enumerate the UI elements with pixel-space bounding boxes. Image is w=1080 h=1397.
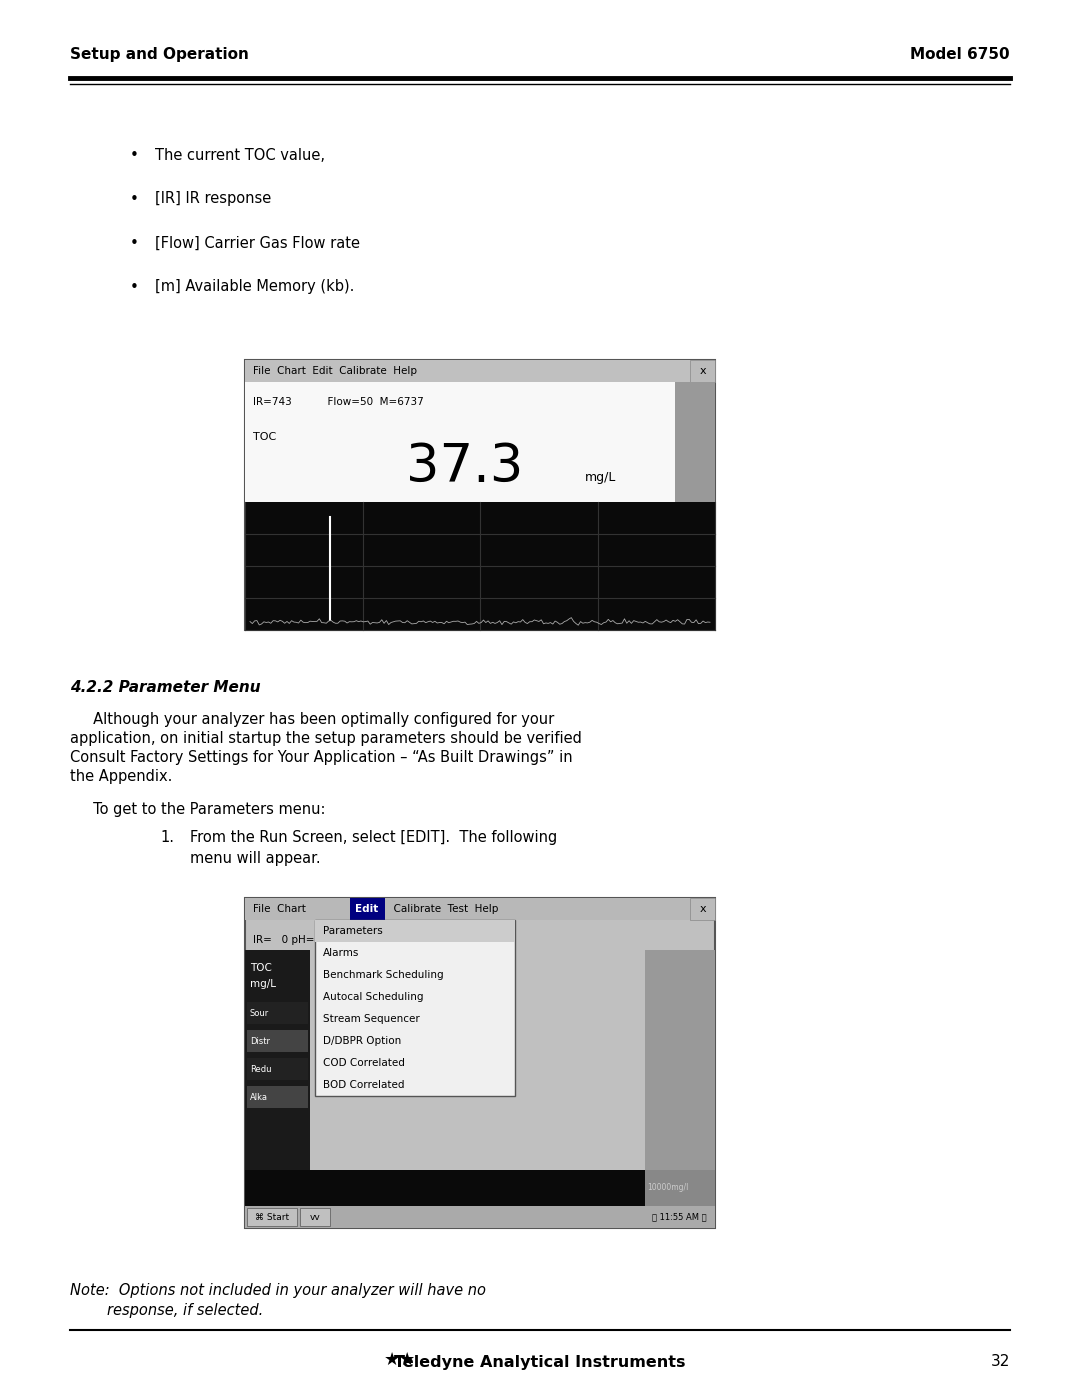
Text: 📶 11:55 AM 🖨: 📶 11:55 AM 🖨 (652, 1213, 707, 1221)
Text: Stream Sequencer: Stream Sequencer (323, 1014, 420, 1024)
Bar (247, 1030, 308, 1052)
Text: x: x (700, 904, 706, 914)
Text: ★★: ★★ (383, 1351, 416, 1369)
Text: COD Correlated: COD Correlated (323, 1058, 405, 1067)
Text: Setup and Operation: Setup and Operation (70, 47, 248, 61)
Bar (690, 898, 715, 921)
Text: Model 6750: Model 6750 (910, 47, 1010, 61)
Text: menu will appear.: menu will appear. (190, 851, 321, 866)
Text: the Appendix.: the Appendix. (70, 768, 173, 784)
Text: ⌘ Start: ⌘ Start (255, 1213, 289, 1221)
Text: •: • (130, 236, 139, 250)
Bar (690, 360, 715, 381)
Text: Benchmark Scheduling: Benchmark Scheduling (323, 970, 444, 981)
Text: Although your analyzer has been optimally configured for your: Although your analyzer has been optimall… (70, 712, 554, 726)
Bar (245, 898, 715, 921)
Text: 1.: 1. (160, 830, 174, 845)
Text: Parameters: Parameters (323, 926, 382, 936)
Text: •: • (130, 191, 139, 207)
Text: Alarms: Alarms (323, 949, 360, 958)
Bar (245, 502, 715, 630)
Bar (645, 950, 715, 1171)
Text: •: • (130, 148, 139, 162)
Text: Edit: Edit (355, 904, 379, 914)
Text: Teledyne Analytical Instruments: Teledyne Analytical Instruments (394, 1355, 686, 1369)
Text: response, if selected.: response, if selected. (70, 1303, 264, 1317)
Text: vv: vv (310, 1213, 321, 1221)
Bar (675, 381, 715, 502)
Text: 4.2.2 Parameter Menu: 4.2.2 Parameter Menu (70, 680, 260, 694)
Bar (245, 1171, 645, 1206)
Text: Calibrate  Test  Help: Calibrate Test Help (387, 904, 498, 914)
Text: Redu: Redu (249, 1065, 271, 1073)
Bar (245, 898, 715, 1228)
Text: 10000mg/l: 10000mg/l (647, 1183, 688, 1193)
Text: Note:  Options not included in your analyzer will have no: Note: Options not included in your analy… (70, 1282, 486, 1298)
Bar (247, 1085, 308, 1108)
Text: 37.3: 37.3 (406, 441, 524, 493)
Text: To get to the Parameters menu:: To get to the Parameters menu: (70, 802, 325, 817)
Bar (245, 950, 310, 1171)
Text: File  Chart  Edit  Calibrate  Help: File Chart Edit Calibrate Help (253, 366, 417, 376)
Bar (245, 381, 675, 502)
Bar (350, 898, 384, 921)
Text: mg/L: mg/L (249, 979, 276, 989)
Text: From the Run Screen, select [EDIT].  The following: From the Run Screen, select [EDIT]. The … (190, 830, 557, 845)
Text: [m] Available Memory (kb).: [m] Available Memory (kb). (156, 279, 354, 295)
Text: mg/L: mg/L (585, 471, 617, 483)
Text: Sour: Sour (249, 1009, 269, 1017)
Text: 32: 32 (990, 1355, 1010, 1369)
Bar (300, 1208, 330, 1227)
Bar (645, 1171, 715, 1206)
Text: File  Chart: File Chart (253, 904, 312, 914)
Text: application, on initial startup the setup parameters should be verified: application, on initial startup the setu… (70, 731, 582, 746)
Text: TOC: TOC (249, 963, 272, 972)
Text: Autocal Scheduling: Autocal Scheduling (323, 992, 423, 1002)
Bar (245, 360, 715, 630)
Text: •: • (130, 279, 139, 295)
Text: D/DBPR Option: D/DBPR Option (323, 1037, 402, 1046)
Bar (247, 1208, 297, 1227)
Text: [Flow] Carrier Gas Flow rate: [Flow] Carrier Gas Flow rate (156, 236, 360, 250)
Text: IR=   0 pH=0.: IR= 0 pH=0. (253, 935, 324, 944)
Bar (245, 1206, 715, 1228)
Text: IR=743           Flow=50  M=6737: IR=743 Flow=50 M=6737 (253, 397, 423, 407)
Bar (315, 921, 515, 1097)
Text: Alka: Alka (249, 1092, 268, 1101)
Text: Distr: Distr (249, 1037, 270, 1045)
Bar (247, 1002, 308, 1024)
Bar (247, 1058, 308, 1080)
Text: BOD Correlated: BOD Correlated (323, 1080, 405, 1090)
Text: x: x (700, 366, 706, 376)
Text: TOC: TOC (253, 432, 276, 441)
Bar (245, 360, 715, 381)
Text: The current TOC value,: The current TOC value, (156, 148, 325, 162)
Text: Consult Factory Settings for Your Application – “As Built Drawings” in: Consult Factory Settings for Your Applic… (70, 750, 572, 766)
Text: [IR] IR response: [IR] IR response (156, 191, 271, 207)
Bar (315, 921, 515, 942)
